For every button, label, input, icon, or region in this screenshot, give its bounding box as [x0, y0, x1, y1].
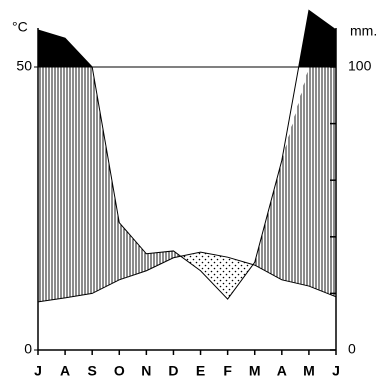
x-tick-label: N [141, 363, 151, 379]
x-tick-label: D [168, 363, 178, 379]
x-tick-label: F [223, 363, 232, 379]
temperature-line [37, 251, 337, 303]
x-tick-label: M [249, 363, 261, 379]
y2-tick-label: 100 [348, 58, 372, 74]
x-tick-label: A [60, 363, 70, 379]
y-label: °C [12, 19, 28, 35]
x-tick-label: J [332, 363, 340, 379]
x-tick-label: S [88, 363, 97, 379]
y-tick-label: 0 [24, 341, 32, 357]
y2-tick-label: 0 [348, 341, 356, 357]
precipitation-line [37, 9, 337, 300]
y2-label: mm. [350, 23, 377, 39]
x-tick-label: O [114, 363, 125, 379]
x-tick-label: J [34, 363, 42, 379]
x-tick-label: M [303, 363, 315, 379]
y-tick-label: 50 [16, 58, 32, 74]
x-tick-label: E [196, 363, 205, 379]
x-tick-label: A [277, 363, 287, 379]
